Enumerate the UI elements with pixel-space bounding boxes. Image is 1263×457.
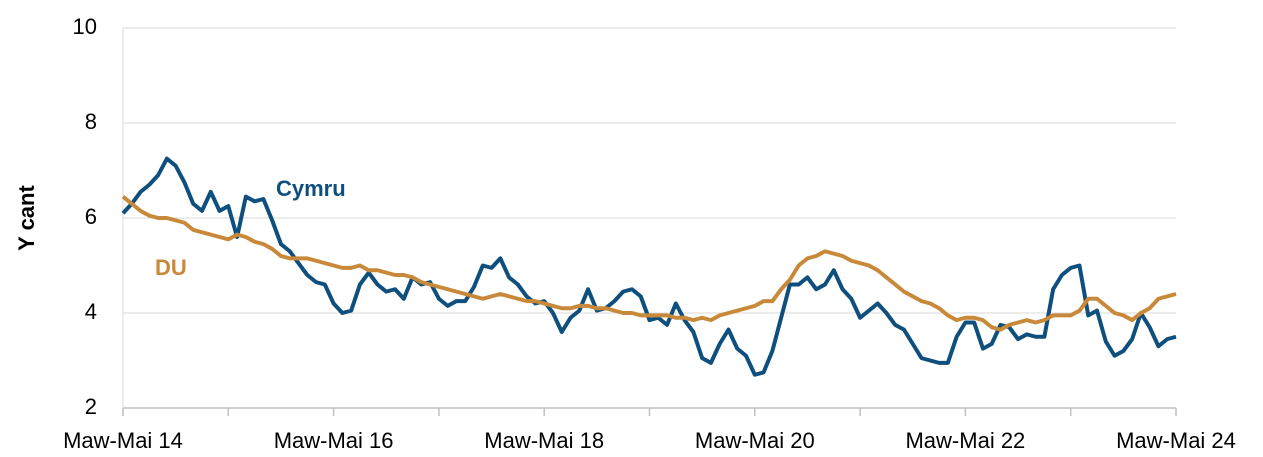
y-axis-label: Y cant (14, 185, 39, 251)
line-series (121, 195, 1177, 332)
x-tick-label: Maw-Mai 14 (63, 428, 183, 453)
x-tick-label: Maw-Mai 18 (484, 428, 604, 453)
line-series (121, 156, 1177, 377)
series-label: Cymru (276, 176, 346, 201)
x-tick-label: Maw-Mai 20 (695, 428, 815, 453)
y-tick-label: 2 (85, 394, 97, 419)
series-label: DU (155, 255, 187, 280)
x-tick-label: Maw-Mai 24 (1116, 428, 1236, 453)
y-tick-label: 10 (73, 14, 97, 39)
x-tick-label: Maw-Mai 22 (905, 428, 1025, 453)
y-tick-label: 8 (85, 109, 97, 134)
y-tick-label: 4 (85, 299, 97, 324)
y-tick-label: 6 (85, 204, 97, 229)
x-tick-label: Maw-Mai 16 (274, 428, 394, 453)
